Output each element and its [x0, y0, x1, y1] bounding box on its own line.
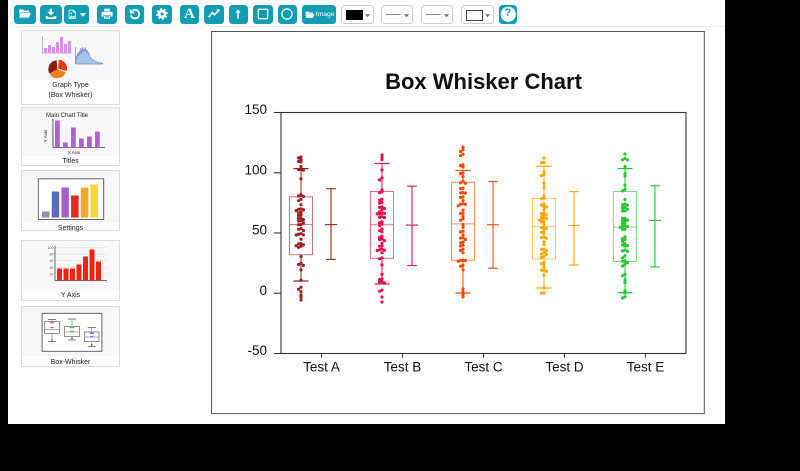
svg-text:100: 100: [244, 162, 267, 177]
svg-text:Test B: Test B: [384, 359, 422, 374]
svg-text:Box Whisker Chart: Box Whisker Chart: [385, 69, 582, 94]
svg-text:0: 0: [259, 283, 267, 298]
svg-text:Test E: Test E: [627, 359, 665, 374]
svg-text:-50: -50: [247, 343, 267, 358]
svg-text:40: 40: [50, 266, 54, 270]
svg-text:X Axis: X Axis: [68, 150, 81, 155]
svg-text:Main Chart Title: Main Chart Title: [46, 113, 89, 119]
svg-text:60: 60: [50, 259, 54, 263]
svg-text:Test A: Test A: [303, 359, 340, 374]
svg-text:80: 80: [50, 252, 54, 256]
svg-text:Test D: Test D: [545, 359, 584, 374]
svg-text:20: 20: [50, 272, 54, 276]
svg-text:100: 100: [48, 246, 54, 250]
svg-text:150: 150: [244, 102, 267, 117]
svg-text:Test C: Test C: [464, 359, 503, 374]
svg-text:50: 50: [252, 223, 267, 238]
svg-text:Y Axis: Y Axis: [43, 129, 48, 142]
